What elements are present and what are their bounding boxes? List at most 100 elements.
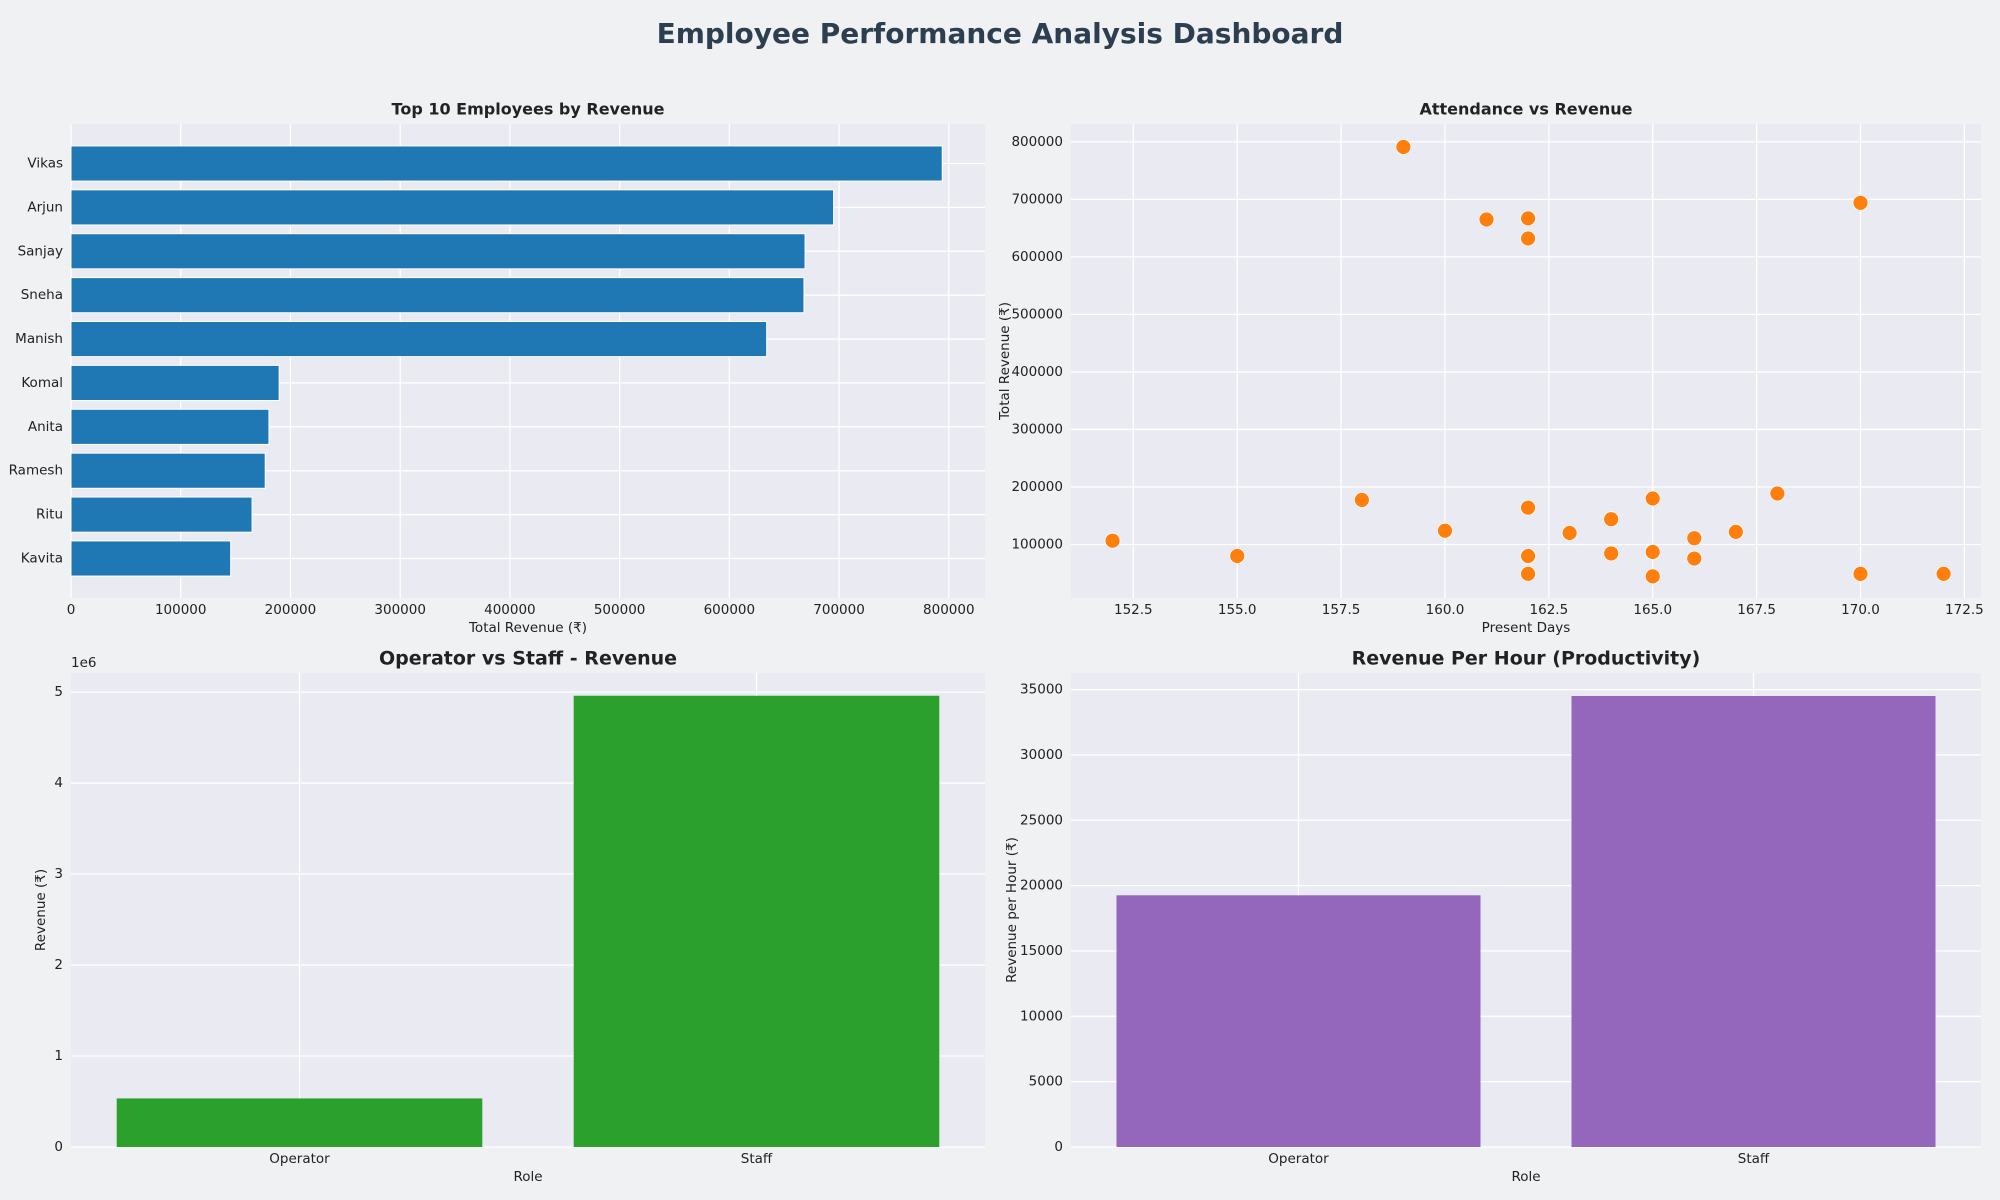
scatter-point: [1353, 492, 1370, 508]
y-tick-label: 15000: [1020, 943, 1063, 959]
x-tick-label: 172.5: [1945, 602, 1984, 618]
y-tick-label: Komal: [21, 375, 63, 391]
bar: [70, 540, 232, 577]
scatter-point: [1229, 548, 1246, 564]
scatter-point: [1520, 210, 1536, 227]
scatter-point: [1644, 568, 1661, 585]
y-tick-label: 600000: [1011, 249, 1063, 265]
x-tick-label: 800000: [923, 602, 975, 618]
scatter-point: [1561, 525, 1578, 541]
chart-title: Revenue Per Hour (Productivity): [1352, 648, 1701, 670]
bar: [70, 364, 280, 401]
scatter-point: [1935, 565, 1952, 582]
y-tick-label: 25000: [1020, 812, 1063, 828]
bar: [70, 321, 768, 358]
scatter-point: [1686, 550, 1703, 567]
scatter-point: [1603, 511, 1620, 528]
x-tick-label: 157.5: [1322, 602, 1361, 618]
bar: [1571, 696, 1936, 1147]
x-tick-label: 165.0: [1633, 602, 1672, 618]
y-offset-label: 1e6: [71, 655, 96, 671]
x-tick-label: 100000: [155, 602, 207, 618]
y-axis-label: Revenue per Hour (₹): [1004, 837, 1020, 983]
bar: [116, 1098, 483, 1147]
y-axis-label: Total Revenue (₹): [997, 302, 1013, 421]
bar: [70, 496, 253, 533]
scatter-point: [1727, 523, 1744, 540]
y-tick-label: 300000: [1011, 421, 1063, 437]
x-tick-label: Operator: [269, 1151, 330, 1167]
y-tick-label: 3: [54, 866, 63, 882]
bar: [70, 408, 270, 445]
y-tick-label: 200000: [1011, 479, 1063, 495]
scatter-point: [1852, 194, 1869, 211]
bar: [70, 189, 835, 226]
y-tick-label: Sanjay: [18, 243, 63, 259]
x-tick-label: 0: [67, 602, 76, 618]
x-tick-label: Operator: [1268, 1151, 1329, 1167]
bar: [70, 233, 806, 270]
x-tick-label: 600000: [704, 602, 756, 618]
y-tick-label: 35000: [1020, 682, 1063, 698]
y-tick-label: Arjun: [27, 199, 63, 215]
scatter-point: [1769, 485, 1786, 502]
y-tick-label: 5: [54, 684, 63, 700]
y-tick-label: 2: [54, 957, 63, 973]
scatter-point: [1852, 565, 1869, 582]
bar: [70, 452, 266, 489]
y-axis-label: Revenue (₹): [33, 869, 49, 951]
x-tick-label: 170.0: [1841, 602, 1880, 618]
x-tick-label: 400000: [484, 602, 536, 618]
x-tick-label: 162.5: [1530, 602, 1569, 618]
scatter-point: [1644, 544, 1661, 560]
chart-title: Operator vs Staff - Revenue: [379, 648, 677, 670]
y-tick-label: 30000: [1020, 747, 1063, 763]
x-axis-label: Present Days: [1482, 620, 1571, 636]
x-tick-label: 300000: [374, 602, 426, 618]
scatter-point: [1644, 490, 1661, 507]
x-tick-label: 152.5: [1114, 602, 1153, 618]
plot-area: [1071, 124, 1981, 598]
scatter-point: [1520, 565, 1536, 582]
y-tick-label: Sneha: [21, 287, 63, 303]
y-tick-label: 20000: [1020, 878, 1063, 894]
chart-title: Attendance vs Revenue: [1419, 100, 1632, 119]
y-tick-label: 10000: [1020, 1008, 1063, 1024]
scatter-point: [1437, 522, 1453, 539]
scatter-point: [1603, 545, 1620, 562]
scatter-point: [1520, 230, 1536, 247]
y-tick-label: 5000: [1029, 1074, 1063, 1090]
x-tick-label: 160.0: [1426, 602, 1465, 618]
y-tick-label: 0: [54, 1139, 63, 1155]
y-tick-label: 1: [54, 1048, 63, 1064]
y-tick-label: Kavita: [21, 551, 63, 567]
scatter-point: [1520, 499, 1536, 516]
x-tick-label: 700000: [813, 602, 865, 618]
x-tick-label: Staff: [741, 1151, 773, 1167]
y-tick-label: Anita: [28, 419, 63, 435]
y-tick-label: 800000: [1011, 134, 1063, 150]
x-axis-label: Role: [513, 1169, 542, 1185]
y-tick-label: 500000: [1011, 306, 1063, 322]
y-tick-label: 400000: [1011, 364, 1063, 380]
x-tick-label: 155.0: [1218, 602, 1257, 618]
y-tick-label: Ritu: [36, 507, 63, 523]
scatter-point: [1520, 548, 1536, 564]
x-axis-label: Role: [1511, 1169, 1540, 1185]
scatter-point: [1104, 532, 1121, 549]
scatter-point: [1395, 139, 1412, 155]
x-tick-label: Staff: [1738, 1151, 1770, 1167]
y-tick-label: Vikas: [27, 156, 63, 172]
x-tick-label: 200000: [265, 602, 317, 618]
x-tick-label: 167.5: [1737, 602, 1776, 618]
bar: [573, 695, 940, 1147]
chart-title: Top 10 Employees by Revenue: [392, 100, 665, 119]
y-tick-label: 4: [54, 775, 63, 791]
y-tick-label: Manish: [15, 331, 63, 347]
y-tick-label: 700000: [1011, 191, 1063, 207]
bar: [70, 145, 943, 182]
scatter-point: [1686, 530, 1703, 547]
